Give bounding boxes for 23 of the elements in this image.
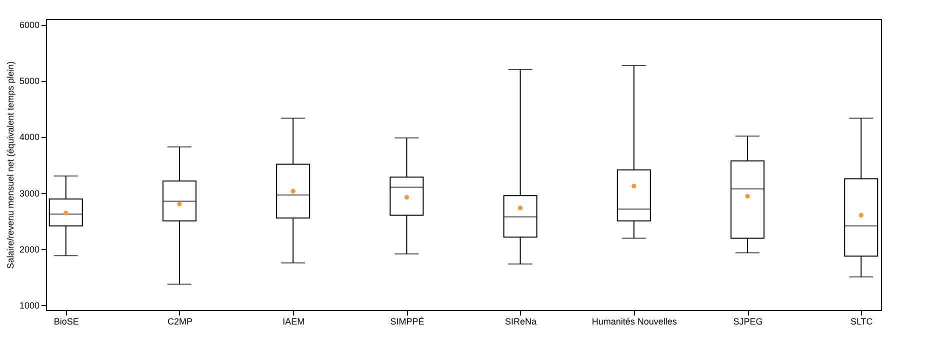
point	[177, 202, 182, 206]
y-tick-label: 3000	[19, 188, 40, 198]
point	[290, 188, 296, 194]
point	[745, 194, 750, 199]
x-tick-label: Humanités Nouvelles	[592, 316, 678, 326]
point	[518, 206, 523, 210]
y-tick-label: 2000	[19, 244, 40, 254]
y-tick-label: 5000	[19, 76, 40, 86]
x-tick-label: SJPEG	[733, 316, 763, 326]
x-tick-label: SLTC	[850, 316, 874, 326]
point	[858, 212, 864, 218]
y-tick-label: 4000	[19, 132, 40, 142]
x-tick-label: IAEM	[282, 316, 305, 326]
y-tick-label: 6000	[19, 20, 40, 30]
x-tick-label: C2MP	[167, 316, 192, 326]
y-axis-title: Salaire/revenu mensuel net (équivalent temps plein)	[5, 61, 16, 269]
point	[64, 210, 68, 216]
point	[632, 184, 636, 188]
x-tick-label: BioSE	[54, 316, 79, 326]
x-tick-label: SIReNa	[505, 316, 537, 326]
y-tick-label: 1000	[19, 300, 40, 310]
x-tick-label: SIMPPÉ	[390, 316, 424, 326]
point	[404, 194, 410, 200]
